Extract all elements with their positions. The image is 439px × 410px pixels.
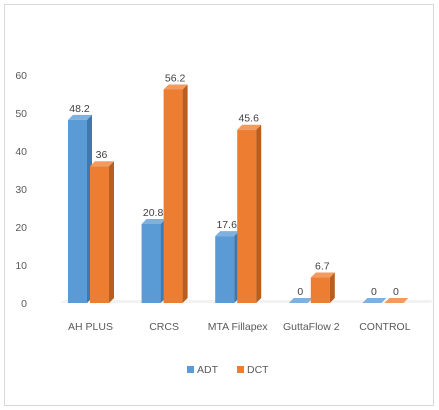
y-tick-label: 60 bbox=[15, 70, 27, 82]
bar-top-dct bbox=[384, 298, 409, 303]
bar-top-adt bbox=[362, 298, 387, 303]
y-tick-label: 50 bbox=[15, 108, 27, 120]
legend-label-adt: ADT bbox=[197, 364, 219, 376]
bar-side-dct bbox=[329, 272, 335, 303]
data-label: 45.6 bbox=[238, 113, 259, 125]
data-label: 56.2 bbox=[165, 72, 186, 84]
data-label: 20.8 bbox=[143, 207, 164, 219]
x-tick-label: GuttaFlow 2 bbox=[283, 321, 340, 333]
bar-top-dct bbox=[90, 161, 114, 167]
legend-label-dct: DCT bbox=[247, 364, 269, 376]
x-tick-label: MTA Fillapex bbox=[208, 321, 269, 333]
y-tick-label: 10 bbox=[15, 260, 27, 272]
bar-top-adt bbox=[215, 231, 240, 237]
bar-adt bbox=[68, 119, 87, 303]
data-label: 0 bbox=[297, 286, 303, 298]
bar-top-adt bbox=[288, 298, 313, 303]
y-tick-label: 30 bbox=[15, 184, 27, 196]
legend-swatch-adt bbox=[187, 366, 194, 373]
bar-side-dct bbox=[109, 161, 114, 303]
y-tick-label: 0 bbox=[21, 298, 27, 310]
bar-dct bbox=[237, 129, 257, 303]
data-label: 6.7 bbox=[315, 261, 330, 273]
x-tick-label: CRCS bbox=[149, 321, 179, 333]
bar-top-dct bbox=[310, 272, 335, 278]
data-label: 17.6 bbox=[216, 219, 237, 231]
x-tick-label: AH PLUS bbox=[68, 321, 113, 333]
x-tick-label: CONTROL bbox=[359, 321, 410, 333]
y-tick-label: 40 bbox=[15, 146, 27, 158]
bar-top-adt bbox=[141, 218, 166, 224]
bar-top-dct bbox=[237, 124, 262, 130]
bar-adt bbox=[215, 236, 235, 303]
bar-side-dct bbox=[256, 124, 262, 303]
data-label: 0 bbox=[371, 286, 377, 298]
legend-swatch-dct bbox=[237, 366, 244, 373]
chart-frame: 0 10 20 30 40 50 60 48.2 36 AH PLUS 20.8 56.2 CRCS 17… bbox=[4, 4, 435, 406]
data-label: 36 bbox=[96, 149, 108, 161]
bar-dct bbox=[90, 166, 109, 303]
bar-top-adt bbox=[68, 114, 92, 120]
data-label: 0 bbox=[393, 286, 399, 298]
data-label: 48.2 bbox=[69, 103, 90, 115]
bar-chart: 0 10 20 30 40 50 60 48.2 36 AH PLUS 20.8 56.2 CRCS 17… bbox=[15, 70, 435, 376]
bar-side-dct bbox=[182, 84, 188, 303]
bar-dct bbox=[163, 89, 183, 303]
bar-adt bbox=[141, 223, 161, 303]
bar-dct bbox=[310, 277, 330, 303]
y-tick-label: 20 bbox=[15, 222, 27, 234]
bar-top-dct bbox=[163, 84, 188, 90]
